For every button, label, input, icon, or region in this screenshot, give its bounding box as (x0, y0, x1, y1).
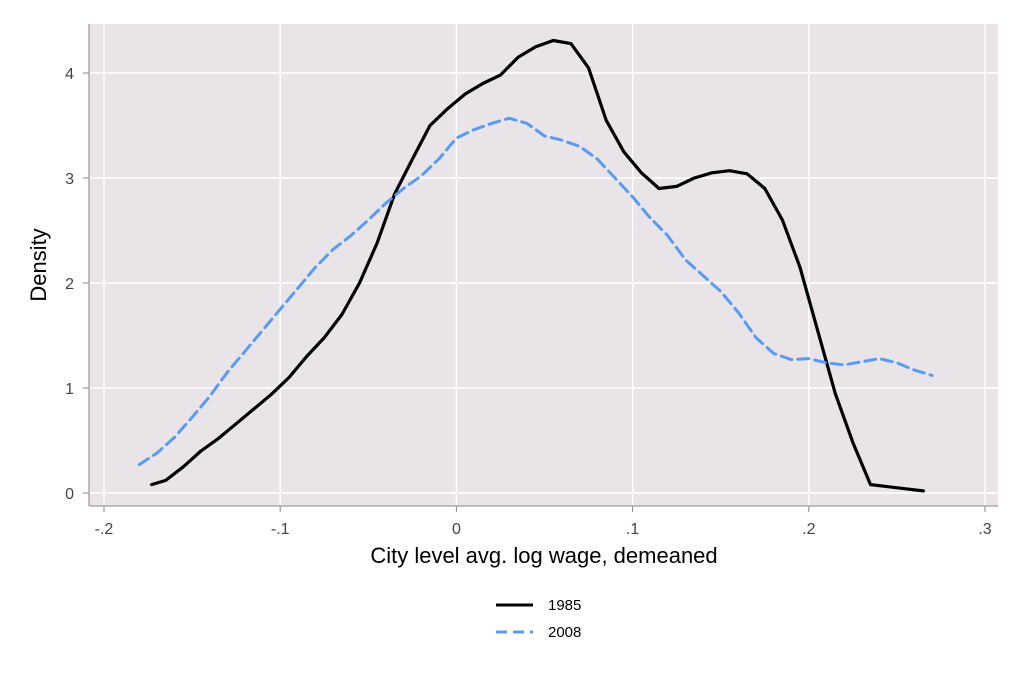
series-group (137, 38, 934, 493)
y-tick-label: 4 (65, 66, 74, 83)
y-tick-label: 0 (65, 486, 74, 503)
legend-label-2008: 2008 (548, 624, 581, 641)
x-tick-label: 0 (452, 521, 461, 538)
x-tick-label: -.2 (95, 521, 114, 538)
x-tick-label: .3 (978, 521, 991, 538)
y-tick-label: 1 (65, 381, 74, 398)
y-axis-title: Density (26, 228, 51, 301)
legend: 1985 2008 (496, 597, 581, 641)
x-tick-label: -.1 (271, 521, 290, 538)
grid-lines (89, 24, 998, 506)
legend-label-1985: 1985 (548, 597, 581, 614)
series-line-2008 (137, 116, 934, 467)
y-tick-label: 2 (65, 276, 74, 293)
y-tick-label: 3 (65, 171, 74, 188)
x-axis-title: City level avg. log wage, demeaned (370, 543, 717, 568)
axis-ticks: -.2 -.1 0 .1 .2 .3 0 1 2 3 4 (65, 66, 992, 538)
x-tick-label: .1 (626, 521, 639, 538)
x-tick-label: .2 (802, 521, 815, 538)
series-line-1985 (150, 38, 925, 493)
